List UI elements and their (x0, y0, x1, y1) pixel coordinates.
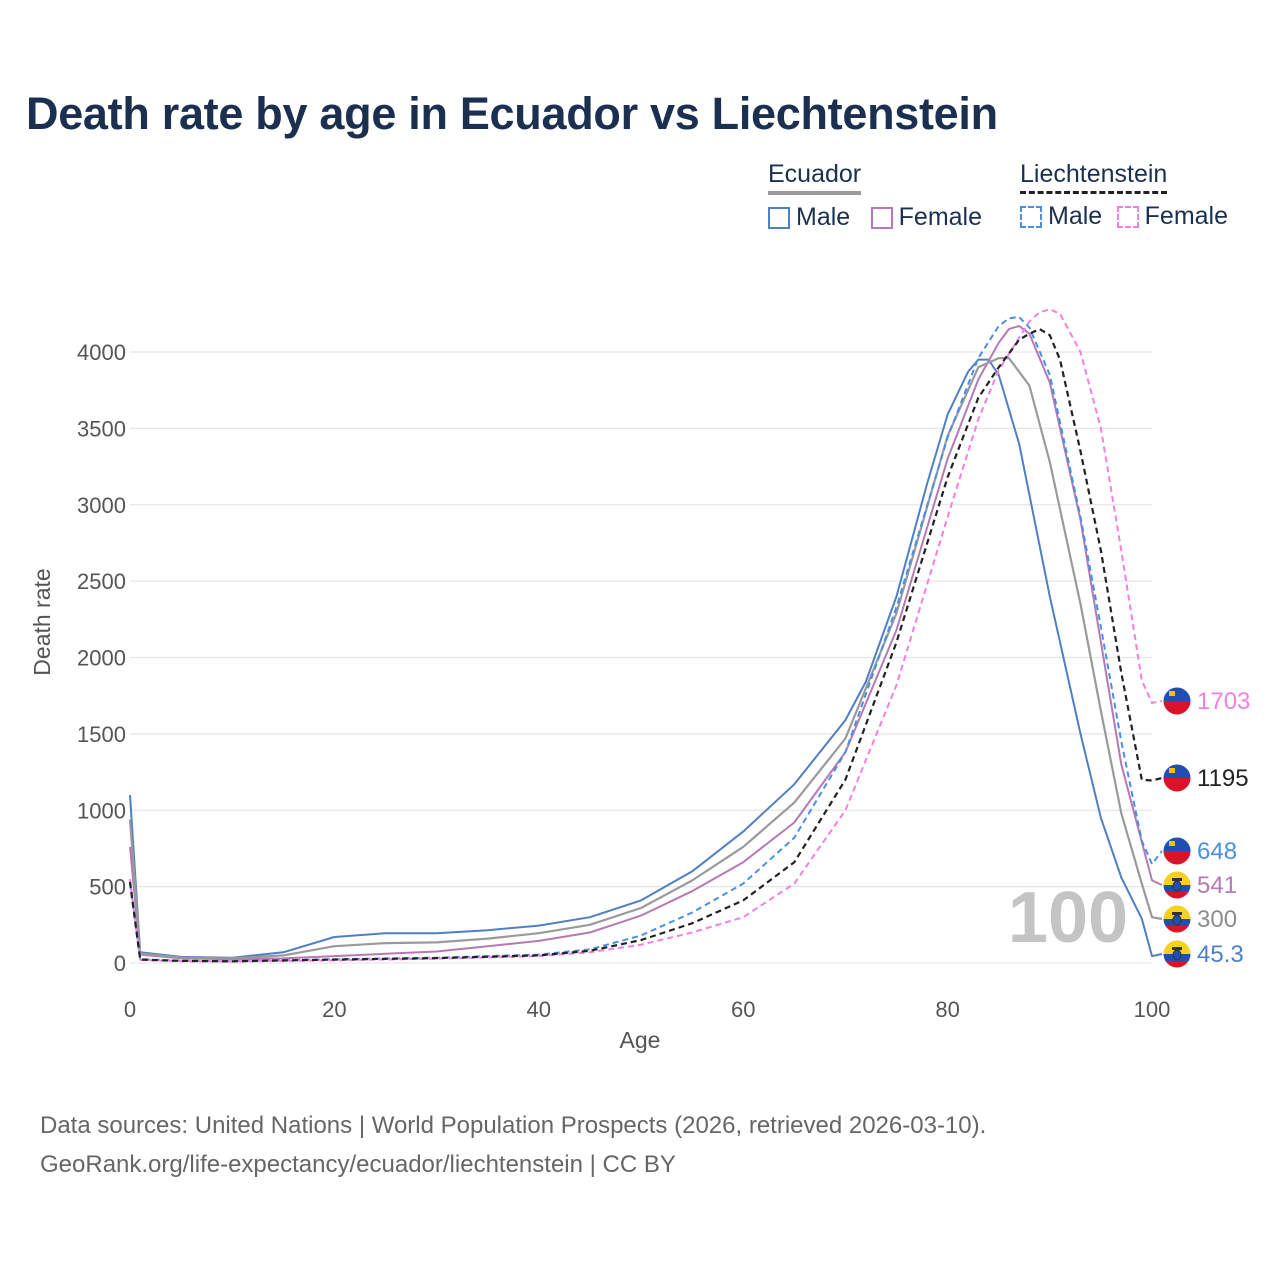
y-tick-label: 3000 (77, 493, 126, 518)
series-lines (128, 308, 1163, 963)
y-tick-label: 0 (114, 951, 126, 976)
legend-liechtenstein-female-label: Female (1144, 202, 1229, 230)
end-label-liechtenstein-total: 1195 (1197, 765, 1249, 792)
legend-swatch-ecuador-male (768, 206, 790, 229)
x-tick-label: 100 (1134, 997, 1171, 1022)
x-tick-label: 0 (124, 997, 136, 1022)
legend-swatch-liechtenstein-male (1020, 205, 1042, 228)
axis-ticks: 0 500 1000 1500 2000 2500 3000 3500 4000 0 20 40 60 8… (77, 340, 1170, 1022)
legend-ecuador-label: Ecuador (768, 160, 862, 195)
source-line-1: Data sources: United Nations | World Pop… (40, 1112, 987, 1139)
end-label-ecuador-total: 300 (1197, 906, 1237, 933)
y-tick-label: 2500 (77, 569, 126, 594)
legend-ecuador-female[interactable]: Female (870, 203, 983, 232)
end-label-ecuador-female: 541 (1197, 872, 1237, 899)
end-label-ecuador-male: 45.3 (1197, 941, 1244, 968)
legend-ecuador: Ecuador Male Female (768, 160, 998, 234)
legend-liechtenstein-label: Liechtenstein (1020, 160, 1168, 194)
legend-liechtenstein-male-label: Male (1048, 202, 1103, 230)
legend-liechtenstein: Liechtenstein Male Female (1020, 160, 1244, 233)
flag-marker-liechtenstein-female (1162, 686, 1192, 716)
series-line-liechtenstein-male[interactable] (129, 315, 1163, 963)
series-line-ecuador-total[interactable] (128, 357, 1163, 960)
end-label-liechtenstein-male: 648 (1197, 838, 1237, 865)
x-tick-label: 60 (731, 997, 755, 1022)
legend-liechtenstein-male[interactable]: Male (1020, 202, 1102, 231)
source-note: Data sources: United Nations | World Pop… (40, 1106, 986, 1184)
series-line-ecuador-male[interactable] (129, 358, 1163, 959)
y-tick-label: 500 (89, 875, 126, 900)
y-tick-label: 1000 (77, 798, 126, 823)
series-line-ecuador-female[interactable] (129, 325, 1163, 961)
legend-ecuador-male-label: Male (796, 203, 851, 231)
x-axis-title: Age (620, 1027, 661, 1053)
source-line-2[interactable]: GeoRank.org/life-expectancy/ecuador/liec… (40, 1151, 676, 1178)
y-tick-label: 4000 (77, 340, 126, 365)
flag-marker-liechtenstein-male (1162, 836, 1192, 866)
x-tick-label: 80 (935, 997, 959, 1022)
y-axis-title: Death rate (29, 568, 55, 675)
chart-title: Death rate by age in Ecuador vs Liechten… (26, 88, 998, 139)
series-line-liechtenstein-female[interactable] (129, 308, 1163, 963)
x-tick-label: 20 (322, 997, 346, 1022)
y-tick-label: 3500 (77, 416, 126, 441)
year-watermark: 100 (1008, 878, 1128, 958)
x-tick-label: 40 (527, 997, 551, 1022)
flag-marker-liechtenstein-total (1162, 763, 1192, 793)
series-line-liechtenstein-total[interactable] (128, 328, 1163, 963)
grid (130, 351, 1152, 964)
series-end-markers: 45.3 541 300 648 1703 1195 (1162, 686, 1250, 969)
legend-liechtenstein-female[interactable]: Female (1116, 202, 1229, 231)
legend-ecuador-female-label: Female (898, 203, 983, 231)
legend-swatch-ecuador-female (870, 206, 893, 229)
y-tick-label: 1500 (77, 722, 126, 747)
flag-marker-ecuador-total (1162, 904, 1192, 934)
flag-marker-ecuador-female (1162, 870, 1192, 900)
y-tick-label: 2000 (77, 646, 126, 671)
legend-ecuador-male[interactable]: Male (768, 203, 850, 232)
flag-marker-ecuador-male (1162, 939, 1192, 969)
legend-swatch-liechtenstein-female (1116, 205, 1139, 228)
end-label-liechtenstein-female: 1703 (1197, 688, 1250, 715)
